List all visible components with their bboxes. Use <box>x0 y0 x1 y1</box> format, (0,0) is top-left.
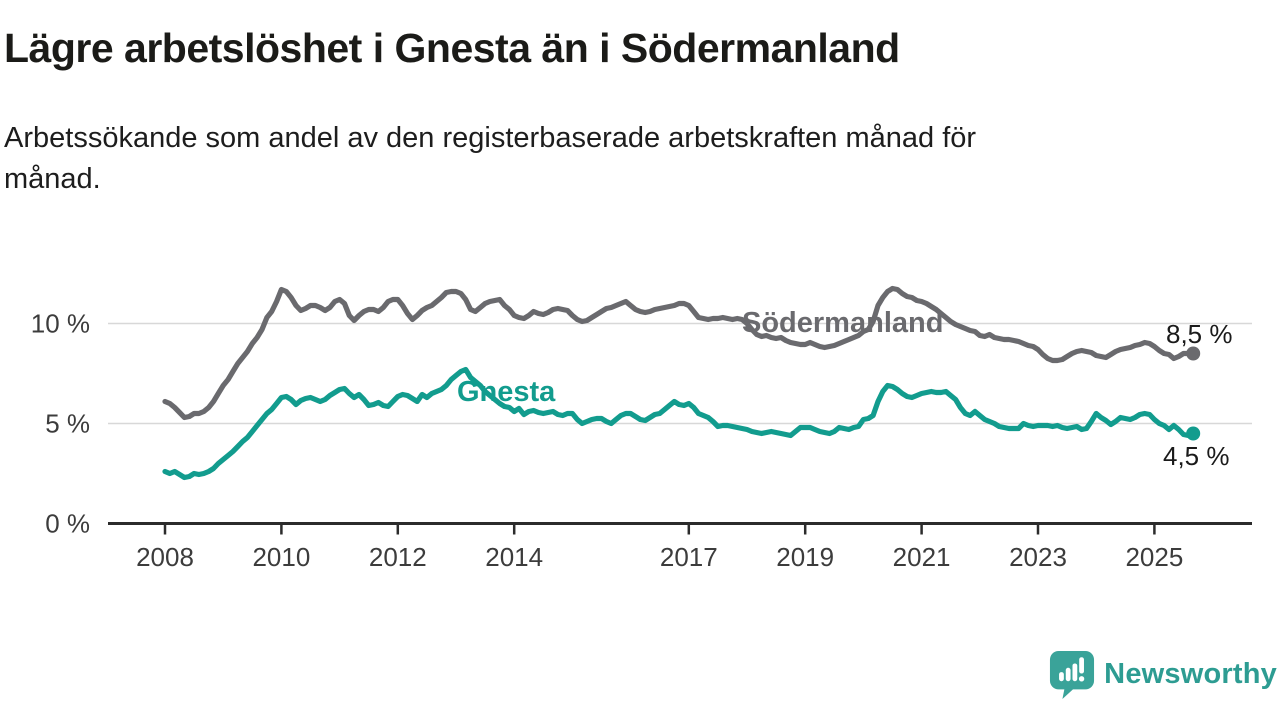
sodermanland-line <box>162 285 1196 421</box>
brand-footer: Newsworthy <box>1049 650 1277 699</box>
logo-exclamation-dot <box>1079 676 1085 682</box>
newsworthy-logo-icon <box>1050 651 1095 699</box>
x-axis-label-2012: 2012 <box>369 542 427 572</box>
x-axis-label-2023: 2023 <box>1009 542 1067 572</box>
chart-subtitle-line-2: månad. <box>4 163 101 195</box>
logo-bar-2 <box>1065 667 1071 682</box>
chart-subtitle-line-1: Arbetssökande som andel av den registerb… <box>4 122 977 154</box>
logo-bar-3 <box>1072 663 1078 682</box>
sodermanland-end-value-label: 8,5 % <box>1166 319 1233 349</box>
y-axis-label-5pct: 5 % <box>45 409 90 439</box>
gnesta-end-dot <box>1186 426 1201 441</box>
gnesta-end-value-label: 4,5 % <box>1163 441 1230 471</box>
chart-header: Lägre arbetslöshet i Gnesta än i Söderma… <box>0 0 1274 200</box>
y-axis-label-10pct: 10 % <box>31 309 90 339</box>
x-axis-label-2019: 2019 <box>776 542 834 572</box>
x-axis-label-2014: 2014 <box>485 542 543 572</box>
x-axis-label-2021: 2021 <box>893 542 951 572</box>
x-axis-label-2008: 2008 <box>136 542 194 572</box>
chart-title: Lägre arbetslöshet i Gnesta än i Söderma… <box>4 25 900 71</box>
x-axis-label-2017: 2017 <box>660 542 718 572</box>
speech-bubble-shape <box>1050 651 1095 699</box>
logo-bar-1 <box>1059 672 1065 682</box>
logo-exclamation-bar <box>1079 657 1085 674</box>
x-axis-label-2025: 2025 <box>1125 542 1183 572</box>
y-axis-label-0pct: 0 % <box>45 509 90 539</box>
x-axis-label-2010: 2010 <box>252 542 310 572</box>
sodermanland-series-label: Södermanland <box>742 307 943 339</box>
gnesta-series-label: Gnesta <box>457 376 556 408</box>
gnesta-line <box>162 366 1196 481</box>
sodermanland-end-dot <box>1186 346 1201 361</box>
brand-name: Newsworthy <box>1104 658 1277 690</box>
chart-subtitle: Arbetssökande som andel av den registerb… <box>4 118 1274 200</box>
